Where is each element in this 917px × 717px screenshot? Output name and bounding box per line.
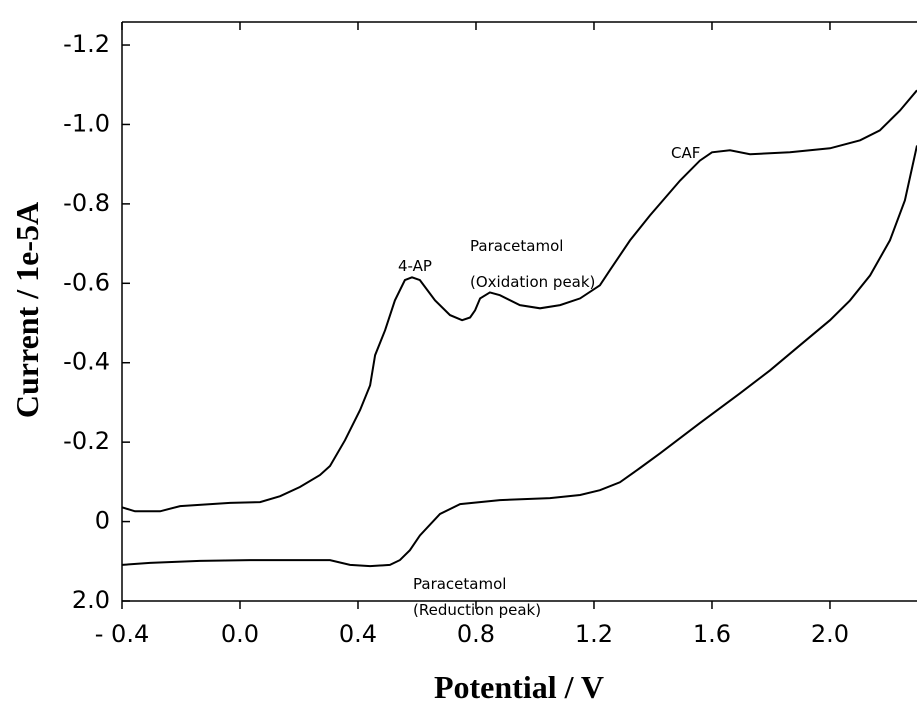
annotation: (Reduction peak) bbox=[413, 601, 541, 619]
annotation: 4-AP bbox=[398, 257, 432, 275]
annotation: (Oxidation peak) bbox=[470, 273, 595, 291]
y-tick-label: -0.8 bbox=[63, 189, 110, 217]
annotation: Paracetamol bbox=[413, 575, 506, 593]
x-tick-label: 0.8 bbox=[457, 620, 495, 648]
annotation: Paracetamol bbox=[470, 237, 563, 255]
y-tick-label: -0.6 bbox=[63, 268, 110, 296]
curve bbox=[121, 145, 917, 568]
y-tick-label: 0 bbox=[95, 507, 110, 535]
y-axis-title: Current / 1e-5A bbox=[9, 202, 45, 418]
x-tick-label: 0.0 bbox=[221, 620, 259, 648]
y-tick-label: -1.0 bbox=[63, 109, 110, 137]
x-tick-label: 0.4 bbox=[339, 620, 377, 648]
y-tick-label: 2.0 bbox=[72, 586, 110, 614]
x-axis-title: Potential / V bbox=[434, 669, 604, 705]
y-tick-label: -1.2 bbox=[63, 30, 110, 58]
x-tick-label: - 0.4 bbox=[95, 620, 149, 648]
y-tick-label: -0.4 bbox=[63, 348, 110, 376]
x-tick-label: 2.0 bbox=[811, 620, 849, 648]
x-tick-label: 1.6 bbox=[693, 620, 731, 648]
x-tick-label: 1.2 bbox=[575, 620, 613, 648]
curve bbox=[121, 89, 917, 513]
y-tick-label: -0.2 bbox=[63, 427, 110, 455]
annotation: CAF bbox=[671, 144, 700, 162]
